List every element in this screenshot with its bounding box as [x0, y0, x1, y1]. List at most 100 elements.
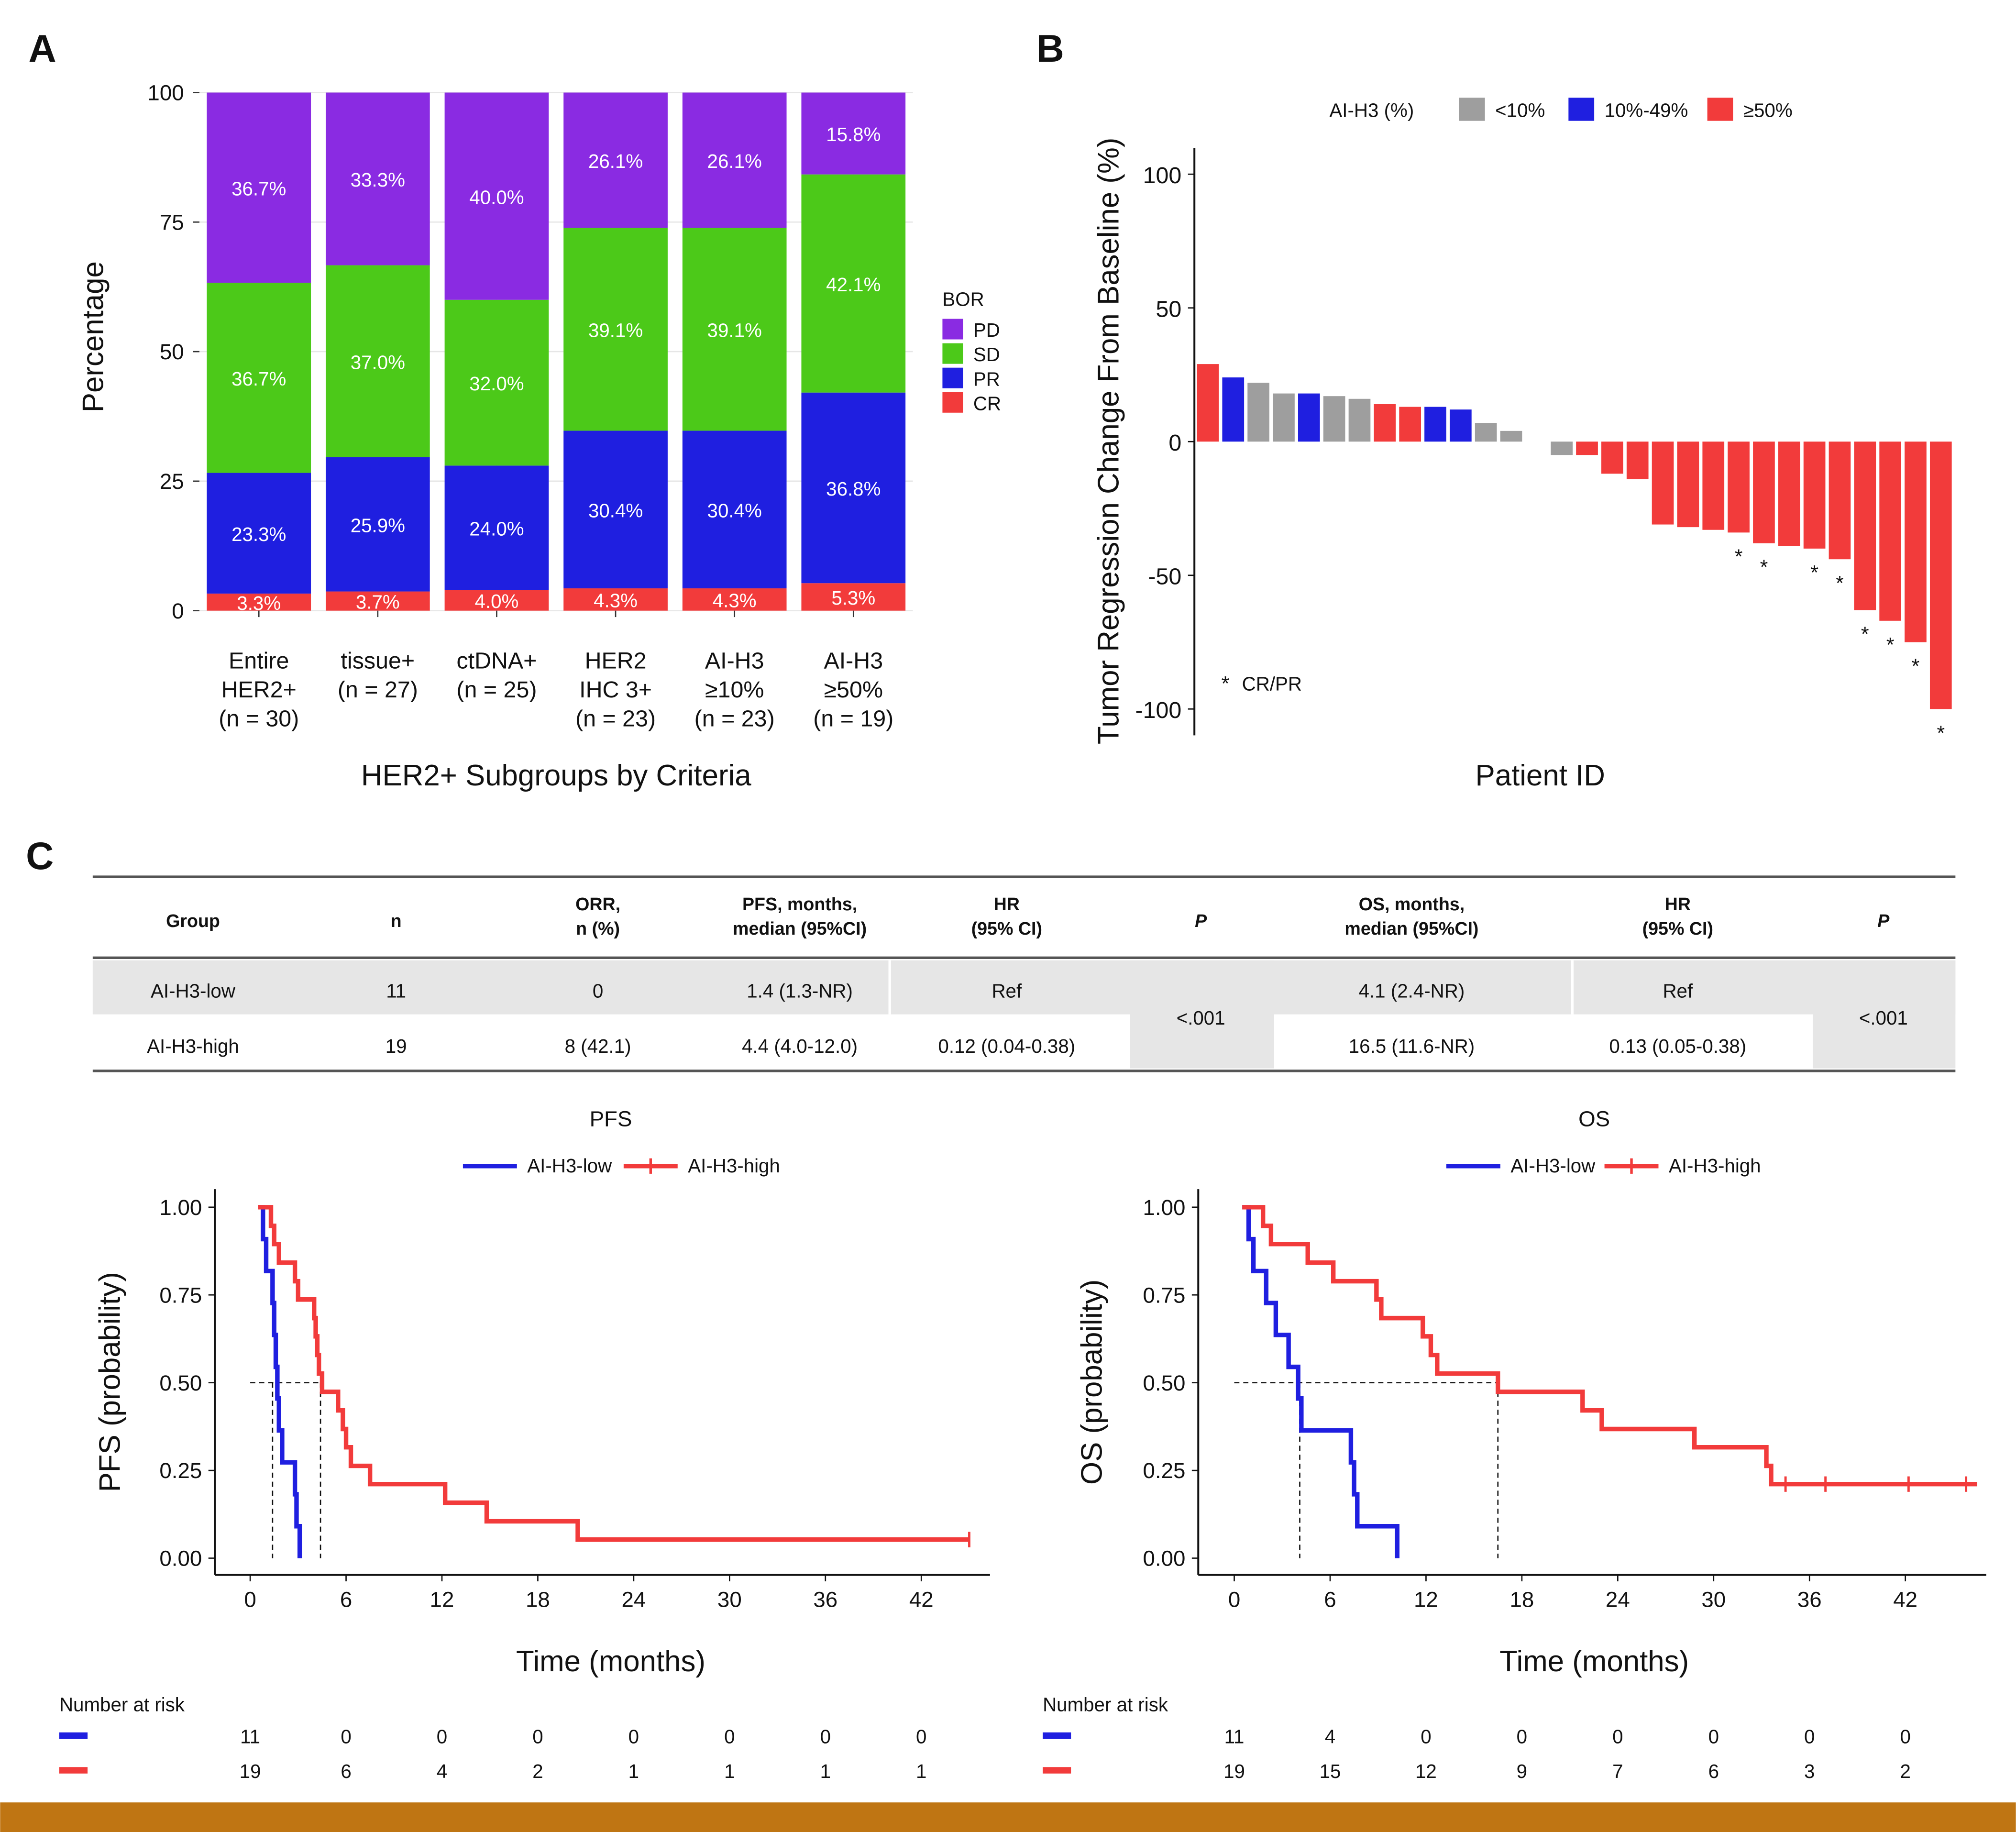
waterfall-bar	[1551, 441, 1573, 455]
risk-count: 6	[1708, 1761, 1719, 1782]
cr-pr-star: *	[1886, 633, 1895, 656]
km-curve-ai-h3-high	[258, 1205, 969, 1542]
table-header: HR	[1665, 894, 1691, 914]
xtick-label-km: 36	[813, 1588, 837, 1612]
category-label: (n = 23)	[694, 706, 775, 732]
risk-count: 0	[724, 1726, 735, 1748]
ytick-label-km: 0.25	[159, 1458, 202, 1483]
legend-label-pr: PR	[973, 368, 1000, 390]
y-axis-title-km: PFS (probability)	[93, 1272, 126, 1492]
table-cell: 4.1 (2.4-NR)	[1359, 981, 1465, 1002]
bar-label-pd: 26.1%	[588, 151, 643, 172]
waterfall-bar	[1500, 430, 1522, 442]
xtick-label-km: 24	[621, 1588, 646, 1612]
table-header: PFS, months,	[742, 894, 857, 914]
waterfall-bar	[1348, 398, 1371, 442]
risk-count: 2	[532, 1761, 543, 1782]
bar-segment-pr	[325, 457, 430, 592]
table-row-shade	[92, 960, 1956, 1015]
category-label: (n = 25)	[456, 677, 537, 703]
x-axis-title-km: Time (months)	[516, 1645, 705, 1678]
risk-count: 15	[1320, 1761, 1341, 1782]
table-cell: Ref	[991, 981, 1022, 1002]
table-cell: 0	[593, 981, 603, 1002]
ytick-label-a: 25	[160, 469, 184, 494]
cr-pr-star: *	[1836, 572, 1844, 595]
ytick-label-b: -50	[1148, 564, 1181, 590]
bar-label-pr: 30.4%	[588, 500, 643, 521]
legend-swatch-cr	[942, 392, 963, 413]
ytick-label-km: 1.00	[1143, 1195, 1185, 1220]
km-curve-ai-h3-low	[258, 1205, 302, 1558]
waterfall-bar	[1323, 396, 1345, 442]
note-star: *	[1222, 672, 1230, 695]
ytick-label-b: 50	[1156, 297, 1182, 322]
risk-count: 0	[341, 1726, 351, 1748]
waterfall-bar	[1399, 407, 1421, 442]
table-cell: 0.13 (0.05-0.38)	[1609, 1036, 1746, 1057]
xtick-label-km: 24	[1606, 1588, 1630, 1612]
xtick-label-km: 0	[244, 1588, 256, 1612]
risk-count: 4	[1325, 1726, 1335, 1748]
ytick-label-km: 0.75	[1143, 1283, 1185, 1307]
waterfall-bar	[1652, 441, 1674, 525]
footer-bar	[0, 1802, 2016, 1832]
legend-label-pd: PD	[973, 320, 1000, 341]
risk-table-title: Number at risk	[59, 1694, 185, 1715]
waterfall-bar	[1728, 441, 1750, 533]
bar-label-cr: 3.7%	[356, 592, 400, 613]
panel-label-a: A	[28, 27, 56, 70]
risk-count: 12	[1415, 1761, 1437, 1782]
waterfall-bar	[1601, 441, 1623, 474]
bar-label-pd: 33.3%	[351, 169, 405, 191]
ytick-label-b: 100	[1143, 163, 1182, 188]
xtick-label-km: 12	[430, 1588, 454, 1612]
bar-label-sd: 32.0%	[469, 373, 524, 395]
legend-label-km: AI-H3-low	[1510, 1155, 1596, 1177]
risk-count: 0	[1612, 1726, 1623, 1748]
legend-label-b: ≥50%	[1743, 100, 1793, 121]
bar-label-cr: 4.3%	[713, 590, 757, 611]
p-value-os: <.001	[1859, 1007, 1908, 1029]
table-cell: 1.4 (1.3-NR)	[747, 981, 853, 1002]
category-label: (n = 23)	[575, 706, 656, 732]
legend-label-sd: SD	[973, 344, 1000, 365]
category-label: (n = 19)	[813, 706, 893, 732]
category-label: AI-H3	[705, 648, 764, 674]
p-cell-shade	[1813, 960, 1956, 1069]
note-label: CR/PR	[1242, 673, 1302, 695]
bar-label-pr: 25.9%	[351, 515, 405, 536]
ytick-label-km: 0.00	[159, 1546, 202, 1571]
bar-label-sd: 42.1%	[826, 274, 881, 296]
bar-segment-cr	[325, 591, 430, 611]
bar-label-pr: 23.3%	[231, 524, 286, 545]
bar-label-pr: 24.0%	[469, 518, 524, 540]
cr-pr-star: *	[1937, 722, 1945, 745]
category-label: IHC 3+	[579, 677, 652, 703]
ytick-label-b: 0	[1168, 430, 1181, 456]
category-label: AI-H3	[824, 648, 883, 674]
waterfall-bar	[1929, 441, 1952, 709]
ytick-label-b: -100	[1135, 697, 1182, 723]
risk-count: 3	[1804, 1761, 1815, 1782]
waterfall-bar	[1803, 441, 1826, 549]
xtick-label-km: 0	[1228, 1588, 1240, 1612]
bar-segment-pd	[444, 92, 549, 300]
legend-title-a: BOR	[942, 289, 984, 310]
waterfall-bar	[1677, 441, 1699, 528]
bar-segment-cr	[682, 588, 787, 611]
waterfall-bar	[1626, 441, 1649, 479]
ytick-label-km: 0.50	[1143, 1371, 1185, 1395]
ytick-label-a: 50	[160, 340, 184, 364]
bar-segment-sd	[325, 265, 430, 457]
cell-divider	[888, 960, 891, 1015]
bar-segment-cr	[801, 583, 906, 611]
legend-swatch-pr	[942, 367, 963, 388]
ytick-label-km: 0.00	[1143, 1546, 1185, 1571]
bar-segment-pr	[207, 473, 311, 594]
bar-segment-pr	[682, 430, 787, 589]
table-cell: Ref	[1663, 981, 1693, 1002]
waterfall-bar	[1576, 441, 1598, 455]
legend-swatch-b	[1459, 98, 1485, 121]
waterfall-bar	[1778, 441, 1800, 546]
